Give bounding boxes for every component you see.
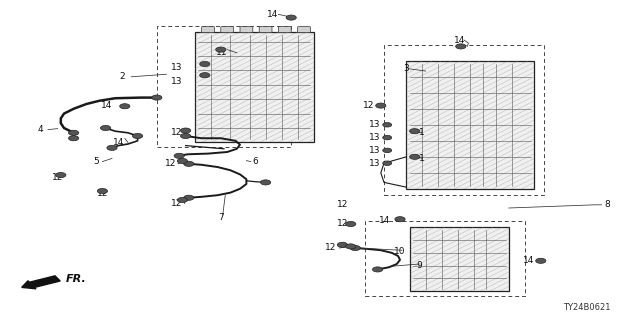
Circle shape	[152, 95, 162, 100]
Text: 14: 14	[267, 10, 278, 19]
Text: 12: 12	[337, 200, 349, 209]
FancyBboxPatch shape	[259, 27, 272, 33]
Text: 12: 12	[324, 244, 336, 252]
Circle shape	[286, 15, 296, 20]
Text: 12: 12	[171, 199, 182, 208]
Circle shape	[376, 103, 386, 108]
Text: 14: 14	[100, 101, 112, 110]
Circle shape	[372, 267, 383, 272]
Circle shape	[177, 197, 188, 203]
FancyBboxPatch shape	[240, 27, 253, 33]
Circle shape	[184, 195, 194, 200]
Circle shape	[180, 128, 191, 133]
Circle shape	[216, 47, 226, 52]
Circle shape	[383, 161, 392, 165]
Bar	[410, 227, 509, 291]
Circle shape	[337, 242, 348, 247]
Text: 11: 11	[216, 48, 227, 57]
Bar	[365, 221, 525, 296]
Text: 9: 9	[417, 261, 422, 270]
Text: 14: 14	[454, 36, 466, 44]
Bar	[384, 45, 544, 195]
Text: 3: 3	[403, 64, 409, 73]
Text: 12: 12	[337, 220, 349, 228]
Text: 13: 13	[369, 133, 381, 142]
Circle shape	[346, 221, 356, 227]
Text: FR.: FR.	[66, 274, 86, 284]
Circle shape	[456, 44, 466, 49]
Text: 13: 13	[369, 146, 381, 155]
FancyBboxPatch shape	[221, 27, 234, 33]
Circle shape	[346, 244, 356, 249]
Text: 14: 14	[379, 216, 390, 225]
Text: 13: 13	[369, 120, 381, 129]
Circle shape	[383, 123, 392, 127]
Text: 14: 14	[113, 138, 125, 147]
Text: 6: 6	[253, 157, 259, 166]
Text: 8: 8	[605, 200, 611, 209]
Text: 7: 7	[218, 213, 223, 222]
Circle shape	[410, 154, 420, 159]
Circle shape	[68, 130, 79, 135]
Circle shape	[395, 217, 405, 222]
Text: 1: 1	[419, 154, 425, 163]
Text: 13: 13	[171, 63, 182, 72]
Circle shape	[132, 133, 143, 139]
Text: 5: 5	[93, 157, 99, 166]
Text: 12: 12	[164, 159, 176, 168]
Circle shape	[350, 245, 360, 251]
Circle shape	[200, 73, 210, 78]
Circle shape	[68, 136, 79, 141]
Circle shape	[107, 145, 117, 150]
Text: 12: 12	[363, 101, 374, 110]
Circle shape	[180, 133, 191, 139]
Text: 12: 12	[52, 173, 63, 182]
Text: 12: 12	[171, 128, 182, 137]
Bar	[157, 26, 291, 147]
Bar	[195, 32, 314, 142]
Circle shape	[184, 161, 194, 166]
FancyBboxPatch shape	[298, 27, 310, 33]
Circle shape	[56, 172, 66, 178]
Circle shape	[383, 135, 392, 140]
Text: 13: 13	[171, 77, 182, 86]
FancyArrow shape	[22, 276, 60, 289]
Text: 10: 10	[394, 247, 406, 256]
Circle shape	[174, 153, 184, 158]
Text: TY24B0621: TY24B0621	[563, 303, 611, 312]
Bar	[406, 61, 534, 189]
Circle shape	[260, 180, 271, 185]
Circle shape	[383, 148, 392, 153]
Text: 4: 4	[38, 125, 44, 134]
FancyBboxPatch shape	[202, 27, 214, 33]
Circle shape	[410, 129, 420, 134]
Circle shape	[120, 104, 130, 109]
Circle shape	[536, 258, 546, 263]
Circle shape	[97, 188, 108, 194]
Circle shape	[177, 158, 188, 164]
Text: 1: 1	[419, 128, 425, 137]
Text: 12: 12	[97, 189, 108, 198]
Text: 13: 13	[369, 159, 381, 168]
Circle shape	[100, 125, 111, 131]
Text: 14: 14	[523, 256, 534, 265]
Circle shape	[200, 61, 210, 67]
Text: 2: 2	[119, 72, 125, 81]
FancyBboxPatch shape	[278, 27, 291, 33]
